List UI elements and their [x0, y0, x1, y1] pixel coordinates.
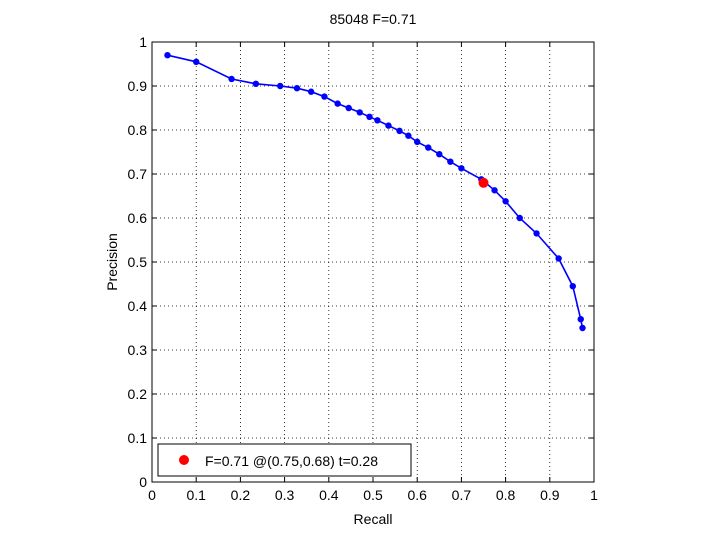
pr-curve-point — [228, 75, 235, 83]
x-tick-label: 0.5 — [363, 487, 383, 503]
grid-lines — [152, 42, 594, 482]
axis-ticks — [151, 41, 595, 483]
x-tick-label: 1 — [590, 487, 598, 503]
pr-curve-point — [516, 214, 523, 222]
y-tick-label: 0 — [139, 474, 147, 490]
pr-curve-point — [533, 230, 540, 237]
x-tick-label: 0.1 — [186, 487, 206, 503]
x-tick-label: 0 — [148, 487, 156, 503]
pr-curve-point — [164, 52, 171, 59]
pr-curve-point — [414, 138, 421, 146]
y-tick-labels: 0 0.1 0.2 0.3 0.4 0.5 0.6 0.7 0.8 0.9 1 — [128, 34, 148, 490]
pr-curve-point — [447, 158, 454, 165]
pr-curve-point — [425, 144, 432, 151]
x-tick-labels: 0 0.1 0.2 0.3 0.4 0.5 0.6 0.7 0.8 0.9 1 — [148, 487, 598, 503]
pr-curve-point — [555, 255, 562, 262]
pr-curve-point — [321, 93, 328, 100]
pr-curve-point — [345, 104, 352, 112]
x-tick-label: 0.4 — [319, 487, 339, 503]
x-axis-label: Recall — [354, 511, 393, 527]
y-tick-label: 0.2 — [128, 386, 148, 402]
y-tick-label: 0.8 — [128, 122, 148, 138]
pr-curve-point — [579, 324, 586, 332]
pr-curve-point — [405, 132, 412, 139]
pr-curve-point — [569, 283, 576, 290]
x-tick-label: 0.3 — [275, 487, 295, 503]
pr-curve-line — [167, 54, 584, 329]
y-tick-label: 1 — [139, 34, 147, 50]
x-tick-label: 0.8 — [496, 487, 516, 503]
legend-label: F=0.71 @(0.75,0.68) t=0.28 — [205, 453, 378, 469]
pr-curve-point — [374, 117, 381, 124]
highlight-layer — [478, 177, 489, 188]
y-axis-label: Precision — [104, 233, 120, 291]
pr-curve-point — [293, 85, 301, 92]
pr-curve-point — [356, 109, 363, 116]
series-layer — [164, 52, 586, 332]
pr-curve-point — [491, 187, 498, 194]
pr-curve-point — [458, 165, 465, 172]
best-f-point — [478, 177, 489, 188]
x-tick-label: 0.9 — [540, 487, 560, 503]
y-tick-label: 0.7 — [128, 166, 148, 182]
x-tick-label: 0.2 — [231, 487, 251, 503]
pr-curve-point — [366, 113, 373, 121]
y-tick-label: 0.6 — [128, 210, 148, 226]
y-tick-label: 0.9 — [128, 78, 148, 94]
pr-curve-point — [252, 80, 260, 88]
pr-curve-point — [436, 151, 443, 158]
y-tick-label: 0.4 — [128, 298, 148, 314]
legend-box — [157, 443, 412, 477]
pr-curve-point — [307, 88, 315, 95]
y-tick-label: 0.5 — [128, 254, 148, 270]
legend: F=0.71 @(0.75,0.68) t=0.28 — [157, 443, 412, 477]
pr-curve-point — [193, 58, 200, 65]
x-tick-label: 0.6 — [407, 487, 427, 503]
pr-curve-point — [385, 122, 392, 129]
pr-curve-point — [334, 100, 341, 107]
pr-curve-point — [502, 198, 509, 205]
x-tick-label: 0.7 — [452, 487, 472, 503]
chart-title: 85048 F=0.71 — [330, 11, 417, 27]
pr-curve-point — [577, 316, 584, 323]
y-tick-label: 0.3 — [128, 342, 148, 358]
pr-curve-point — [396, 127, 403, 135]
legend-marker — [179, 455, 189, 465]
pr-curve-point — [276, 82, 284, 90]
y-tick-label: 0.1 — [128, 430, 148, 446]
